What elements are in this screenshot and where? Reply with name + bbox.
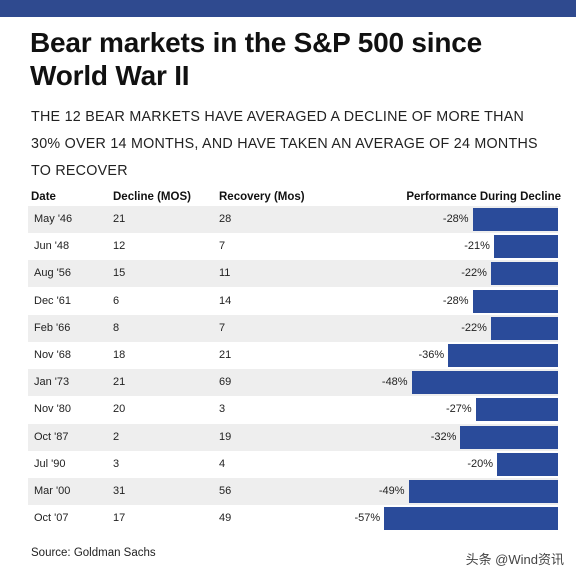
row-decline-months: 20 — [113, 403, 126, 416]
performance-bar — [472, 289, 558, 313]
header-performance: Performance During Decline — [406, 191, 561, 203]
source-note: Source: Goldman Sachs — [31, 547, 156, 559]
header-decline: Decline (MOS) — [113, 191, 191, 203]
row-date: May '46 — [34, 213, 73, 225]
row-date: Feb '66 — [34, 321, 71, 334]
row-decline-months: 8 — [113, 321, 120, 334]
performance-bar — [472, 208, 558, 231]
chart-title: Bear markets in the S&P 500 since World … — [30, 27, 483, 91]
row-recovery-months: 49 — [219, 512, 232, 525]
row-decline-months: 15 — [113, 267, 126, 280]
header-date: Date — [31, 191, 56, 203]
row-decline-months: 18 — [113, 349, 126, 361]
row-recovery-months: 4 — [219, 457, 226, 470]
row-date: Oct '07 — [34, 512, 69, 525]
performance-label: -32% — [430, 430, 457, 443]
row-decline-months: 31 — [113, 485, 126, 497]
performance-label: -36% — [418, 349, 445, 361]
table-row: Oct '87 2 19 -32% — [28, 423, 558, 451]
performance-label: -22% — [461, 267, 487, 280]
table-row: Jan '73 21 69 -48% — [28, 369, 558, 397]
row-decline-months: 21 — [113, 213, 126, 225]
table-row: Dec '61 6 14 -28% — [28, 288, 558, 315]
row-recovery-months: 3 — [219, 403, 226, 416]
row-recovery-months: 19 — [219, 430, 232, 443]
performance-bar — [460, 425, 558, 449]
table-header: Date Decline (MOS) Recovery (Mos) Perfor… — [31, 188, 571, 208]
row-decline-months: 2 — [113, 430, 120, 443]
performance-label: -20% — [467, 457, 493, 470]
performance-label: -28% — [442, 294, 469, 307]
table-row: Feb '66 8 7 -22% — [28, 314, 558, 342]
watermark: 头条 @Wind资讯 — [465, 552, 564, 567]
top-banner-bar — [0, 0, 576, 17]
performance-label: -49% — [378, 485, 405, 497]
row-recovery-months: 28 — [219, 213, 232, 225]
performance-bar — [490, 262, 558, 286]
performance-label: -28% — [442, 213, 469, 225]
performance-bar — [493, 235, 558, 259]
row-recovery-months: 7 — [219, 240, 226, 253]
table-row: Jun '48 12 7 -21% — [28, 233, 558, 260]
row-date: Jun '48 — [34, 240, 70, 253]
row-decline-months: 21 — [113, 376, 126, 389]
row-date: Dec '61 — [34, 294, 71, 307]
performance-label: -22% — [461, 321, 487, 334]
row-date: Jul '90 — [34, 457, 66, 470]
row-date: Mar '00 — [34, 485, 71, 497]
row-date: Oct '87 — [34, 430, 69, 443]
row-recovery-months: 56 — [219, 485, 232, 497]
performance-bar — [475, 398, 558, 422]
row-recovery-months: 69 — [219, 376, 232, 389]
header-recovery: Recovery (Mos) — [219, 191, 305, 203]
performance-label: -27% — [445, 403, 472, 416]
table-row: May '46 21 28 -28% — [28, 206, 558, 233]
row-recovery-months: 7 — [219, 321, 226, 334]
chart-subtitle: THE 12 BEAR MARKETS HAVE AVERAGED A DECL… — [31, 109, 538, 179]
row-recovery-months: 21 — [219, 349, 232, 361]
row-recovery-months: 14 — [219, 294, 232, 307]
performance-bar — [497, 452, 558, 476]
performance-label: -57% — [354, 512, 381, 525]
performance-bar — [490, 316, 558, 340]
performance-label: -48% — [381, 376, 408, 389]
table-row: Mar '00 31 56 -49% — [28, 478, 558, 505]
performance-label: -21% — [464, 240, 490, 253]
table-row: Jul '90 3 4 -20% — [28, 451, 558, 478]
row-decline-months: 3 — [113, 457, 120, 470]
row-recovery-months: 11 — [219, 267, 231, 280]
performance-bar — [448, 344, 558, 367]
table-row: Nov '68 18 21 -36% — [28, 342, 558, 369]
row-decline-months: 6 — [113, 294, 120, 307]
table-row: Oct '07 17 49 -57% — [28, 505, 558, 532]
row-date: Aug '56 — [34, 267, 71, 280]
performance-bar — [384, 507, 558, 531]
row-date: Jan '73 — [34, 376, 70, 389]
row-date: Nov '68 — [34, 349, 71, 361]
table-row: Nov '80 20 3 -27% — [28, 396, 558, 423]
table-row: Aug '56 15 11 -22% — [28, 260, 558, 288]
row-decline-months: 17 — [113, 512, 126, 525]
row-date: Nov '80 — [34, 403, 71, 416]
row-decline-months: 12 — [113, 240, 126, 253]
performance-bar — [411, 371, 558, 395]
performance-bar — [408, 480, 558, 503]
